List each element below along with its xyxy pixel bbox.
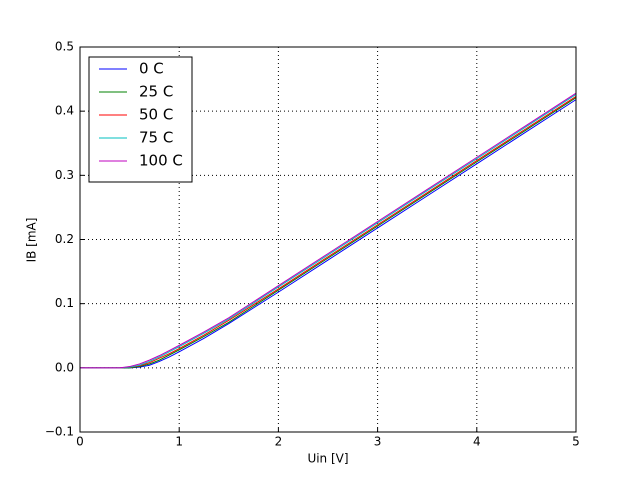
y-tick-label: 0.2 (55, 232, 74, 246)
y-tick-label: 0.4 (55, 104, 74, 118)
x-tick-label: 1 (175, 435, 183, 449)
x-tick-label: 0 (76, 435, 84, 449)
y-tick-label: 0.5 (55, 40, 74, 54)
y-tick-label: 0.0 (55, 360, 74, 374)
x-tick-label: 5 (572, 435, 580, 449)
y-tick-label: 0.1 (55, 296, 74, 310)
legend-label: 25 C (139, 83, 173, 101)
x-tick-label: 3 (374, 435, 382, 449)
x-tick-label: 2 (275, 435, 283, 449)
x-axis-label: Uin [V] (307, 452, 348, 466)
y-tick-label: −0.1 (45, 425, 74, 439)
legend-label: 0 C (139, 60, 164, 78)
y-tick-label: 0.3 (55, 168, 74, 182)
series-line (80, 97, 577, 369)
legend-label: 75 C (139, 129, 173, 147)
plot-frame (79, 46, 577, 433)
series-line (80, 92, 577, 369)
legend-label: 50 C (139, 106, 173, 124)
y-axis-label: IB [mA] (25, 218, 39, 263)
legend-label: 100 C (139, 152, 183, 170)
series-line (80, 94, 577, 369)
x-tick-label: 4 (473, 435, 481, 449)
